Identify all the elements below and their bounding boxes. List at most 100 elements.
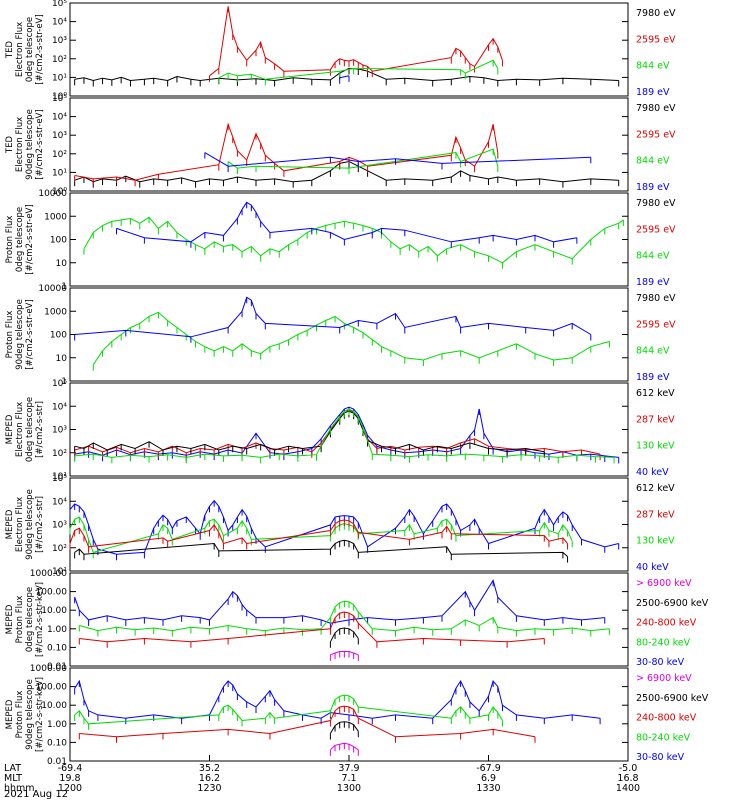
legend-entry: 2595 eV — [636, 34, 676, 45]
series-0 — [74, 67, 620, 87]
series-3 — [74, 408, 615, 464]
y-tick-label: 10.00 — [41, 701, 67, 711]
y-tick-label: 10² — [52, 449, 67, 459]
legend-entry: 30-80 keV — [636, 752, 685, 763]
series-3 — [204, 152, 592, 173]
y-axis-label-line: MEPED — [5, 604, 15, 634]
y-axis-label-line: [#/cm2-s-str-keV] — [35, 677, 45, 752]
series-line — [74, 160, 619, 183]
series-0 — [92, 311, 610, 371]
legend-entry: 612 keV — [636, 388, 675, 399]
y-axis-label-line: 0deg telescope — [25, 587, 35, 652]
legend-entry: 189 eV — [636, 372, 670, 383]
y-axis-label-line: Proton Flux — [15, 596, 25, 644]
y-tick-label: 10¹ — [52, 472, 67, 482]
footer-row-value: 16.2 — [199, 773, 220, 784]
y-tick-label: 0.10 — [47, 738, 67, 748]
series-2 — [78, 705, 536, 743]
y-axis-label-line: [#/cm2-s-str-eV] — [35, 109, 45, 179]
y-axis-label-line: Proton Flux — [5, 216, 15, 264]
panel-frame — [69, 97, 629, 192]
series-0 — [74, 679, 601, 725]
y-tick-label: 10³ — [52, 131, 67, 141]
footer-row-value: 1200 — [58, 783, 82, 794]
y-tick-label: 1000.00 — [30, 569, 67, 579]
legend-entry: > 6900 keV — [636, 673, 692, 684]
y-tick-label: 10⁵ — [52, 94, 67, 104]
series-2 — [218, 59, 499, 86]
legend-entry: 287 keV — [636, 414, 675, 425]
y-tick-label: 10³ — [52, 36, 67, 46]
series-line — [69, 519, 568, 548]
footer-row-value: -5.0 — [619, 763, 638, 774]
y-axis-label-line: TED — [5, 135, 15, 154]
series-line — [74, 67, 619, 82]
footer-row-value: 1330 — [476, 783, 500, 794]
y-axis-label-line: 90deg telescope — [25, 679, 35, 750]
series-line — [116, 201, 577, 243]
y-tick-label: 10¹ — [52, 567, 67, 577]
footer-row-key: hhmm — [4, 783, 35, 794]
series-line — [74, 408, 615, 458]
y-axis-label-line: [#/cm2-s-str-keV] — [35, 582, 45, 657]
series-0 — [83, 216, 624, 269]
y-axis-label-line: Proton Flux — [5, 311, 15, 359]
series-line — [83, 216, 624, 264]
y-axis-label-line: 90deg telescope — [25, 109, 35, 180]
legend-entry: 287 keV — [636, 509, 675, 520]
y-tick-label: 10⁰ — [52, 92, 67, 102]
y-tick-label: 0.01 — [47, 662, 67, 672]
legend-entry: 2500-6900 keV — [636, 693, 709, 704]
series-3 — [339, 75, 350, 84]
panel-frame — [69, 192, 629, 287]
date-label: 2021 Aug 12 — [4, 789, 68, 800]
series-2 — [227, 148, 499, 175]
series-2 — [78, 611, 545, 648]
footer-row-value: 16.8 — [617, 773, 638, 784]
y-tick-label: 1 — [61, 282, 67, 292]
legend-entry: 844 eV — [636, 251, 670, 262]
legend-entry: 189 eV — [636, 87, 670, 98]
y-axis-label-line: [#/cm2-s-str-eV] — [25, 204, 35, 274]
series-3 — [329, 721, 359, 740]
footer-row-value: 37.9 — [338, 763, 359, 774]
y-tick-label: 10⁰ — [52, 187, 67, 197]
footer-row-value: 7.1 — [341, 773, 356, 784]
y-tick-label: 10² — [52, 544, 67, 554]
y-tick-label: 10⁴ — [52, 18, 67, 28]
legend-entry: 40 keV — [636, 467, 669, 478]
y-axis-label-line: 0deg telescope — [25, 397, 35, 462]
series-1 — [74, 694, 503, 730]
series-line — [74, 679, 601, 719]
y-tick-label: 10⁵ — [52, 379, 67, 389]
y-tick-label: 10 — [56, 354, 68, 364]
panel-frame — [69, 572, 629, 667]
legend-entry: 7980 eV — [636, 8, 676, 19]
series-1 — [69, 516, 573, 559]
y-axis-label-line: TED — [5, 40, 15, 59]
legend-entry: 80-240 keV — [636, 637, 691, 648]
y-tick-label: 0.10 — [47, 643, 67, 653]
series-line — [74, 122, 499, 181]
legend-entry: 612 keV — [636, 483, 675, 494]
footer-row-value: 6.9 — [481, 773, 496, 784]
panel-frame — [69, 2, 629, 97]
y-tick-label: 10³ — [52, 426, 67, 436]
legend-entry: 7980 eV — [636, 293, 676, 304]
panel-frame — [69, 287, 629, 382]
y-axis-label-line: Electron Flux — [15, 22, 25, 77]
y-tick-label: 10⁴ — [52, 113, 67, 123]
series-line — [92, 311, 610, 365]
panel-frame — [69, 382, 629, 477]
y-axis-label-line: 0deg telescope — [15, 207, 25, 272]
footer-row-value: 1230 — [197, 783, 221, 794]
series-2 — [69, 519, 569, 553]
series-line — [69, 499, 619, 555]
series-0 — [69, 499, 620, 561]
series-line — [227, 148, 499, 169]
legend-entry: 40 keV — [636, 562, 669, 573]
panel-6: 10⁵ 10⁴ 10³ 10² 10¹ MEPED Electron Flux 90deg t… — [5, 474, 675, 577]
y-tick-label: 1 — [61, 377, 67, 387]
y-axis-label-line: [#/cm2-s-str] — [35, 496, 45, 553]
footer-row-key: MLT — [4, 773, 22, 784]
